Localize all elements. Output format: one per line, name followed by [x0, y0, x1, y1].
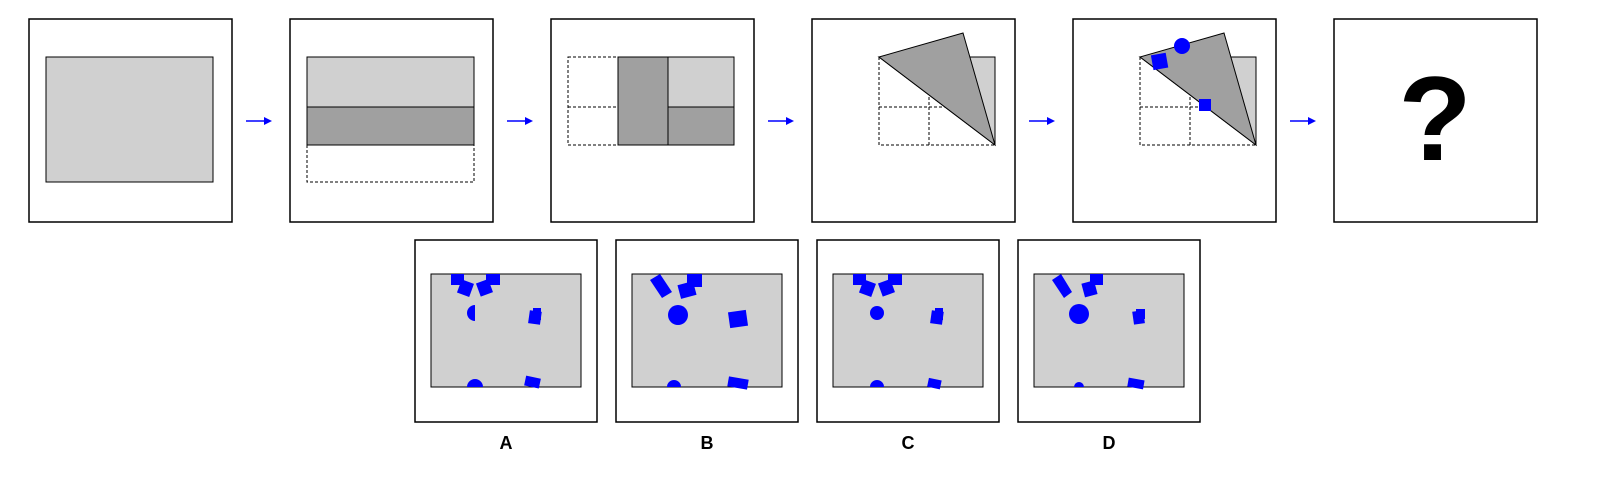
step-panel-6: ? [1333, 18, 1538, 223]
square-hole [1150, 52, 1169, 71]
square-hole [727, 309, 749, 329]
hole-pattern [650, 274, 749, 390]
right-arrow-icon [246, 117, 272, 125]
square-hole [1199, 99, 1211, 111]
folded-flap [306, 106, 475, 146]
option-label: C [902, 433, 915, 453]
square-hole [1136, 309, 1145, 319]
right-arrow-icon [1029, 117, 1055, 125]
paper-sheet [631, 273, 783, 388]
circle-hole [667, 380, 681, 387]
step-panel-2 [289, 18, 494, 223]
square-hole [853, 274, 866, 285]
square-hole [935, 308, 943, 320]
option-c[interactable]: C [816, 239, 1000, 453]
square-hole [927, 377, 942, 390]
step-panel-4 [811, 18, 1016, 223]
square-hole [888, 274, 902, 285]
paper-region [667, 56, 735, 108]
circle-hole [668, 305, 688, 325]
circle-hole [1074, 382, 1084, 387]
option-label: B [701, 433, 714, 453]
hole-pattern [1052, 274, 1145, 390]
panel-frame [1333, 18, 1538, 223]
question-mark: ? [1398, 52, 1471, 186]
hole-pattern [853, 274, 944, 390]
right-arrow-icon [1290, 117, 1316, 125]
paper-region [667, 106, 735, 146]
circle-hole [467, 305, 475, 321]
circle-hole [1069, 304, 1089, 324]
square-hole [524, 375, 541, 389]
folded-flap [877, 32, 996, 147]
right-arrow-icon [507, 117, 533, 125]
square-hole [486, 274, 500, 285]
fold-outline [567, 56, 619, 146]
step-panel-5 [1072, 18, 1277, 223]
right-arrow-icon [768, 117, 794, 125]
square-hole [1127, 377, 1145, 390]
circle-hole [870, 306, 884, 320]
circle-hole [1174, 38, 1190, 54]
paper-sheet [1033, 273, 1185, 388]
option-label: D [1103, 433, 1116, 453]
step-panel-1 [28, 18, 233, 223]
square-hole [687, 274, 702, 287]
square-hole [1090, 274, 1103, 285]
circle-hole [467, 379, 483, 387]
hole-pattern [451, 274, 542, 389]
square-hole [451, 274, 464, 285]
circle-hole [870, 380, 884, 387]
paper-sheet [45, 56, 214, 183]
step-panel-3 [550, 18, 755, 223]
option-b[interactable]: B [615, 239, 799, 453]
paper-top-half [306, 56, 475, 108]
square-hole [650, 274, 672, 298]
option-d[interactable]: D [1017, 239, 1201, 453]
paper-sheet [430, 273, 582, 388]
option-label: A [500, 433, 513, 453]
square-hole [533, 308, 541, 320]
square-hole [727, 376, 749, 390]
square-hole [1052, 274, 1072, 298]
fold-outline [306, 144, 475, 183]
folded-flap [617, 56, 669, 146]
paper-sheet [832, 273, 984, 388]
square-hole [858, 279, 876, 297]
option-a[interactable]: A [414, 239, 598, 453]
square-hole [456, 279, 474, 297]
